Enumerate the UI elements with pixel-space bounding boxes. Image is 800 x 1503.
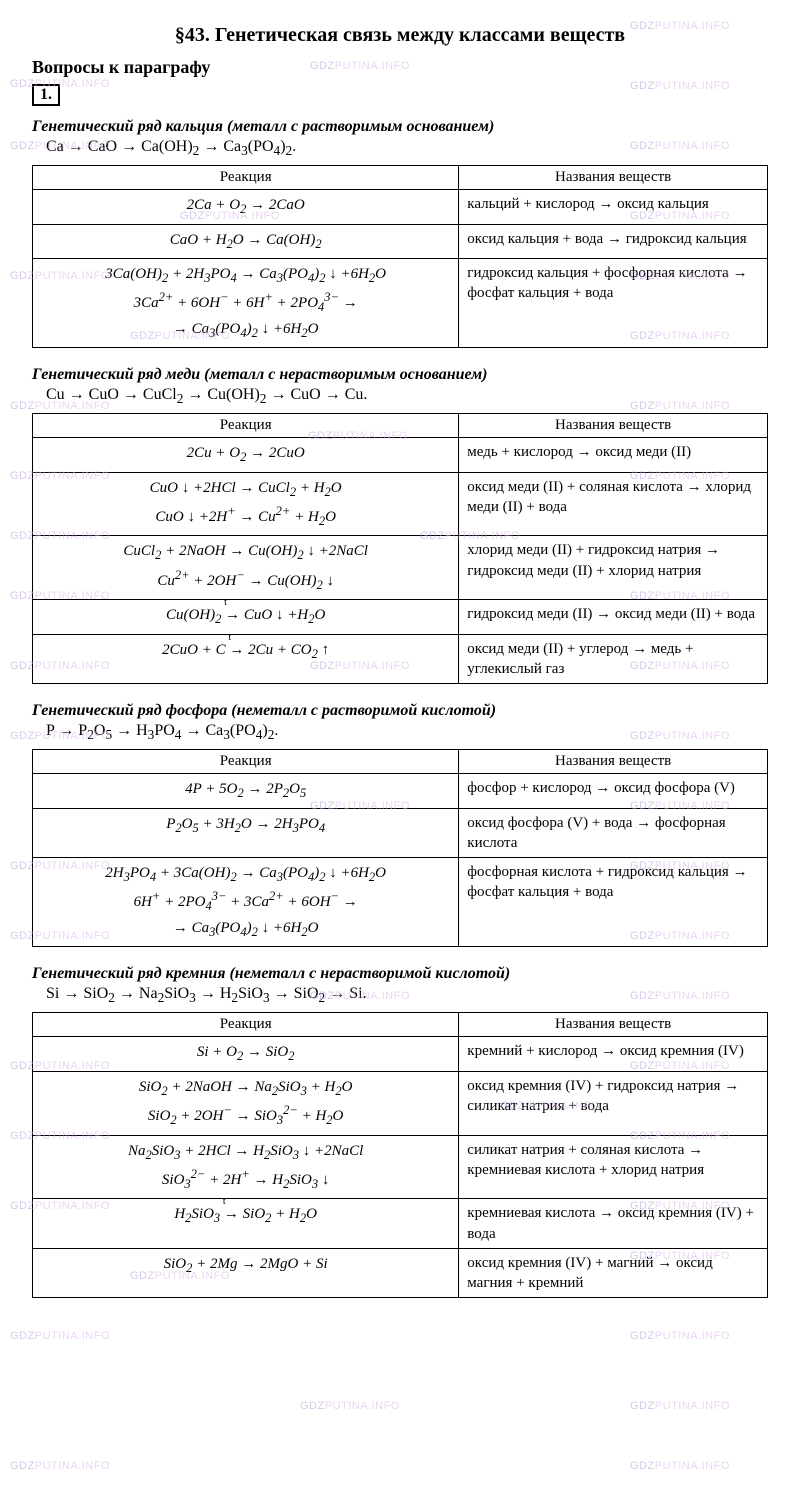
reaction-chain: Ca → CaO → Ca(OH)2 → Ca3(PO4)2. xyxy=(46,138,768,159)
reaction-chain: Cu → CuO → CuCl2 → Cu(OH)2 → CuO → Cu. xyxy=(46,386,768,407)
watermark: GDZPUTINA.INFO xyxy=(630,1330,730,1342)
cell-names: силикат натрия + соляная кислота → кремн… xyxy=(459,1135,768,1199)
cell-reaction: Si + O2 → SiO2 xyxy=(33,1037,459,1071)
reaction-table: РеакцияНазвания веществ4P + 5O2 → 2P2O5ф… xyxy=(32,749,768,947)
cell-names: оксид кремния (IV) + гидроксид натрия → … xyxy=(459,1071,768,1135)
table-row: 3Ca(OH)2 + 2H3PO4 → Ca3(PO4)2 ↓ +6H2O3Ca… xyxy=(33,258,768,347)
watermark: GDZPUTINA.INFO xyxy=(630,80,730,92)
cell-reaction: 2Ca + O2 → 2CaO xyxy=(33,190,459,224)
table-row: CuO ↓ +2HCl → CuCl2 + H2OCuO ↓ +2H+ → Cu… xyxy=(33,472,768,536)
cell-reaction: 2CuO + C →t 2Cu + CO2 ↑ xyxy=(33,634,459,684)
content-root: Генетический ряд кальция (металл с раств… xyxy=(32,118,768,1298)
section-heading: Генетический ряд кальция (металл с раств… xyxy=(32,118,768,136)
section-heading: Генетический ряд фосфора (неметалл с рас… xyxy=(32,702,768,720)
table-row: Na2SiO3 + 2HCl → H2SiO3 ↓ +2NaClSiO32− +… xyxy=(33,1135,768,1199)
cell-reaction: P2O5 + 3H2O → 2H3PO4 xyxy=(33,808,459,858)
cell-reaction: Na2SiO3 + 2HCl → H2SiO3 ↓ +2NaClSiO32− +… xyxy=(33,1135,459,1199)
reaction-table: РеакцияНазвания веществ2Ca + O2 → 2CaOка… xyxy=(32,165,768,348)
reaction-table: РеакцияНазвания веществSi + O2 → SiO2кре… xyxy=(32,1012,768,1298)
watermark: GDZPUTINA.INFO xyxy=(630,1460,730,1472)
cell-names: фосфорная кислота + гидроксид кальция → … xyxy=(459,858,768,947)
cell-names: оксид меди (II) + соляная кислота → хлор… xyxy=(459,472,768,536)
table-row: 2H3PO4 + 3Ca(OH)2 → Ca3(PO4)2 ↓ +6H2O6H+… xyxy=(33,858,768,947)
cell-names: оксид кальция + вода → гидроксид кальция xyxy=(459,224,768,258)
cell-reaction: CaO + H2O → Ca(OH)2 xyxy=(33,224,459,258)
col-header-reaction: Реакция xyxy=(33,750,459,774)
watermark: GDZPUTINA.INFO xyxy=(630,1400,730,1412)
section-heading: Генетический ряд меди (металл с нераство… xyxy=(32,366,768,384)
col-header-reaction: Реакция xyxy=(33,1013,459,1037)
cell-names: гидроксид меди (II) → оксид меди (II) + … xyxy=(459,600,768,634)
cell-reaction: SiO2 + 2NaOH → Na2SiO3 + H2OSiO2 + 2OH− … xyxy=(33,1071,459,1135)
cell-reaction: CuO ↓ +2HCl → CuCl2 + H2OCuO ↓ +2H+ → Cu… xyxy=(33,472,459,536)
col-header-names: Названия веществ xyxy=(459,166,768,190)
cell-reaction: 4P + 5O2 → 2P2O5 xyxy=(33,774,459,808)
cell-names: гидроксид кальция + фосфорная кислота → … xyxy=(459,258,768,347)
table-row: Si + O2 → SiO2кремний + кислород → оксид… xyxy=(33,1037,768,1071)
cell-names: оксид меди (II) + углерод → медь + углек… xyxy=(459,634,768,684)
question-number-box: 1. xyxy=(32,84,60,106)
cell-reaction: 2H3PO4 + 3Ca(OH)2 → Ca3(PO4)2 ↓ +6H2O6H+… xyxy=(33,858,459,947)
table-row: CuCl2 + 2NaOH → Cu(OH)2 ↓ +2NaClCu2+ + 2… xyxy=(33,536,768,600)
table-row: Cu(OH)2 →t CuO ↓ +H2Oгидроксид меди (II)… xyxy=(33,600,768,634)
watermark: GDZPUTINA.INFO xyxy=(300,1400,400,1412)
col-header-reaction: Реакция xyxy=(33,166,459,190)
cell-names: хлорид меди (II) + гидроксид натрия → ги… xyxy=(459,536,768,600)
table-row: H2SiO3 →t SiO2 + H2Oкремниевая кислота →… xyxy=(33,1199,768,1249)
sub-title: Вопросы к параграфу xyxy=(32,57,768,78)
cell-names: кремниевая кислота → оксид кремния (IV) … xyxy=(459,1199,768,1249)
reaction-table: РеакцияНазвания веществ2Cu + O2 → 2CuOме… xyxy=(32,413,768,684)
table-row: SiO2 + 2Mg → 2MgO + Siоксид кремния (IV)… xyxy=(33,1248,768,1298)
cell-names: фосфор + кислород → оксид фосфора (V) xyxy=(459,774,768,808)
col-header-names: Названия веществ xyxy=(459,750,768,774)
watermark: GDZPUTINA.INFO xyxy=(10,1460,110,1472)
table-row: 4P + 5O2 → 2P2O5фосфор + кислород → окси… xyxy=(33,774,768,808)
cell-reaction: H2SiO3 →t SiO2 + H2O xyxy=(33,1199,459,1249)
table-row: CaO + H2O → Ca(OH)2оксид кальция + вода … xyxy=(33,224,768,258)
table-row: 2CuO + C →t 2Cu + CO2 ↑оксид меди (II) +… xyxy=(33,634,768,684)
col-header-reaction: Реакция xyxy=(33,414,459,438)
table-row: 2Ca + O2 → 2CaOкальций + кислород → окси… xyxy=(33,190,768,224)
cell-reaction: Cu(OH)2 →t CuO ↓ +H2O xyxy=(33,600,459,634)
table-row: 2Cu + O2 → 2CuOмедь + кислород → оксид м… xyxy=(33,438,768,472)
page-title: §43. Генетическая связь между классами в… xyxy=(32,24,768,47)
section-heading: Генетический ряд кремния (неметалл с нер… xyxy=(32,965,768,983)
cell-reaction: 2Cu + O2 → 2CuO xyxy=(33,438,459,472)
table-row: P2O5 + 3H2O → 2H3PO4оксид фосфора (V) + … xyxy=(33,808,768,858)
cell-names: оксид кремния (IV) + магний → оксид магн… xyxy=(459,1248,768,1298)
cell-names: кальций + кислород → оксид кальция xyxy=(459,190,768,224)
cell-names: кремний + кислород → оксид кремния (IV) xyxy=(459,1037,768,1071)
col-header-names: Названия веществ xyxy=(459,414,768,438)
table-row: SiO2 + 2NaOH → Na2SiO3 + H2OSiO2 + 2OH− … xyxy=(33,1071,768,1135)
cell-reaction: SiO2 + 2Mg → 2MgO + Si xyxy=(33,1248,459,1298)
watermark: GDZPUTINA.INFO xyxy=(10,1330,110,1342)
cell-reaction: CuCl2 + 2NaOH → Cu(OH)2 ↓ +2NaClCu2+ + 2… xyxy=(33,536,459,600)
cell-reaction: 3Ca(OH)2 + 2H3PO4 → Ca3(PO4)2 ↓ +6H2O3Ca… xyxy=(33,258,459,347)
reaction-chain: Si → SiO2 → Na2SiO3 → H2SiO3 → SiO2 → Si… xyxy=(46,985,768,1006)
col-header-names: Названия веществ xyxy=(459,1013,768,1037)
reaction-chain: P → P2O5 → H3PO4 → Ca3(PO4)2. xyxy=(46,722,768,743)
cell-names: оксид фосфора (V) + вода → фосфорная кис… xyxy=(459,808,768,858)
cell-names: медь + кислород → оксид меди (II) xyxy=(459,438,768,472)
